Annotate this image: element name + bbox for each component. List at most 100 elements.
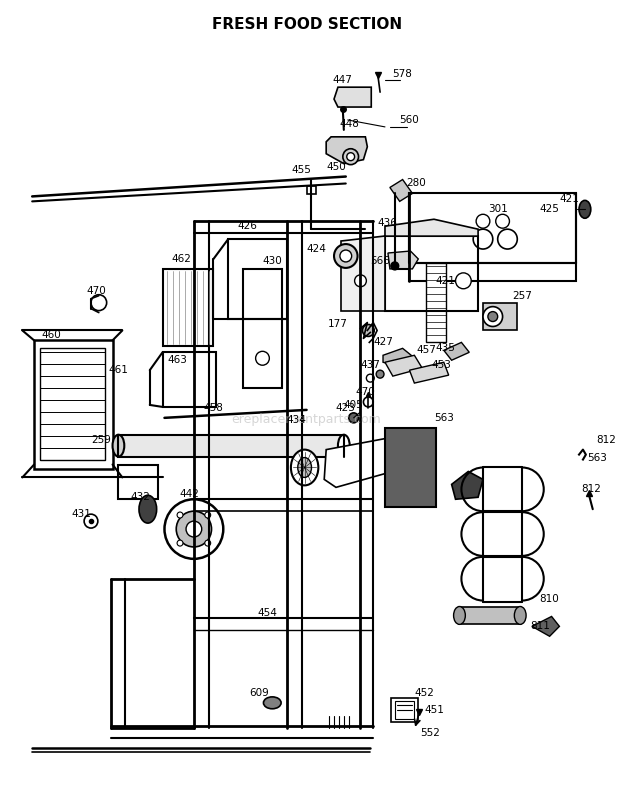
Text: 812: 812 (581, 484, 601, 494)
Circle shape (391, 257, 399, 265)
Bar (162, 269, 213, 346)
Text: 257: 257 (512, 291, 532, 301)
Polygon shape (385, 355, 422, 377)
Bar (306, 187, 316, 195)
Ellipse shape (264, 697, 281, 709)
Ellipse shape (454, 607, 466, 624)
Text: 405: 405 (343, 400, 363, 410)
Text: 810: 810 (540, 593, 559, 604)
Text: 455: 455 (292, 165, 312, 175)
Text: 578: 578 (392, 70, 412, 79)
Bar (426, 263, 446, 343)
Circle shape (348, 413, 358, 423)
Text: 301: 301 (488, 204, 508, 214)
Polygon shape (334, 87, 371, 107)
Text: 430: 430 (262, 256, 282, 266)
Polygon shape (444, 343, 469, 360)
Text: 470: 470 (355, 387, 375, 397)
Bar (459, 607, 520, 624)
Circle shape (476, 214, 490, 228)
Text: 427: 427 (373, 338, 393, 347)
Polygon shape (388, 251, 419, 269)
Text: 437: 437 (360, 360, 380, 370)
Bar (228, 239, 287, 319)
Bar (34, 340, 113, 470)
Text: ereplacementparts.com: ereplacementparts.com (232, 414, 381, 426)
Circle shape (186, 521, 202, 537)
Text: FRESH FOOD SECTION: FRESH FOOD SECTION (211, 17, 402, 32)
Text: 448: 448 (340, 119, 360, 129)
Circle shape (376, 370, 384, 378)
Bar (409, 194, 576, 263)
Bar (385, 428, 436, 507)
Circle shape (177, 540, 183, 546)
Circle shape (343, 149, 358, 165)
Circle shape (366, 374, 374, 382)
Circle shape (164, 499, 223, 559)
Polygon shape (326, 137, 367, 164)
Text: 447: 447 (333, 75, 353, 85)
Text: 436: 436 (377, 218, 397, 229)
Text: 563: 563 (434, 413, 454, 423)
Bar (162, 352, 216, 407)
Polygon shape (383, 348, 412, 368)
Circle shape (498, 229, 517, 249)
Text: 280: 280 (407, 179, 426, 188)
Text: 552: 552 (420, 728, 440, 738)
Text: 177: 177 (328, 319, 348, 328)
Circle shape (255, 351, 269, 365)
Circle shape (496, 214, 510, 228)
Ellipse shape (291, 449, 318, 486)
Text: 811: 811 (530, 622, 550, 631)
Ellipse shape (298, 457, 311, 478)
Ellipse shape (579, 200, 591, 218)
Bar (385, 237, 478, 311)
Circle shape (84, 514, 98, 528)
Circle shape (355, 274, 366, 287)
Polygon shape (532, 616, 559, 636)
Bar (483, 303, 517, 331)
Text: 451: 451 (424, 705, 444, 715)
Bar (409, 263, 576, 281)
Text: 453: 453 (432, 360, 452, 370)
Text: 452: 452 (414, 688, 434, 698)
Bar (40, 348, 105, 460)
Circle shape (177, 512, 183, 518)
Ellipse shape (139, 495, 157, 523)
Ellipse shape (113, 435, 124, 456)
Polygon shape (451, 471, 483, 499)
Text: 457: 457 (416, 346, 436, 355)
Bar (395, 701, 414, 719)
Circle shape (363, 397, 373, 407)
Text: 454: 454 (257, 608, 277, 619)
Circle shape (456, 273, 471, 289)
Polygon shape (390, 180, 412, 202)
Text: 426: 426 (238, 221, 258, 231)
Text: 566: 566 (370, 256, 390, 266)
Text: 563: 563 (587, 452, 606, 463)
Text: 432: 432 (130, 492, 150, 502)
Circle shape (205, 540, 211, 546)
Text: 431: 431 (71, 509, 91, 519)
Circle shape (176, 511, 211, 547)
Text: 461: 461 (108, 365, 128, 375)
Polygon shape (324, 437, 400, 487)
Bar (391, 698, 419, 721)
Circle shape (391, 262, 399, 270)
Text: 442: 442 (179, 490, 199, 499)
Text: 421: 421 (559, 195, 579, 204)
Text: 560: 560 (400, 115, 419, 125)
Bar (118, 464, 157, 499)
Bar (243, 269, 282, 388)
Text: 259: 259 (91, 435, 111, 445)
Text: 470: 470 (86, 286, 106, 296)
Circle shape (205, 512, 211, 518)
Circle shape (334, 244, 358, 268)
Polygon shape (385, 219, 478, 237)
Text: 423: 423 (336, 403, 356, 413)
Ellipse shape (515, 607, 526, 624)
Polygon shape (409, 362, 449, 383)
Text: 421: 421 (436, 276, 456, 286)
Text: 435: 435 (436, 343, 456, 354)
Circle shape (488, 312, 498, 321)
